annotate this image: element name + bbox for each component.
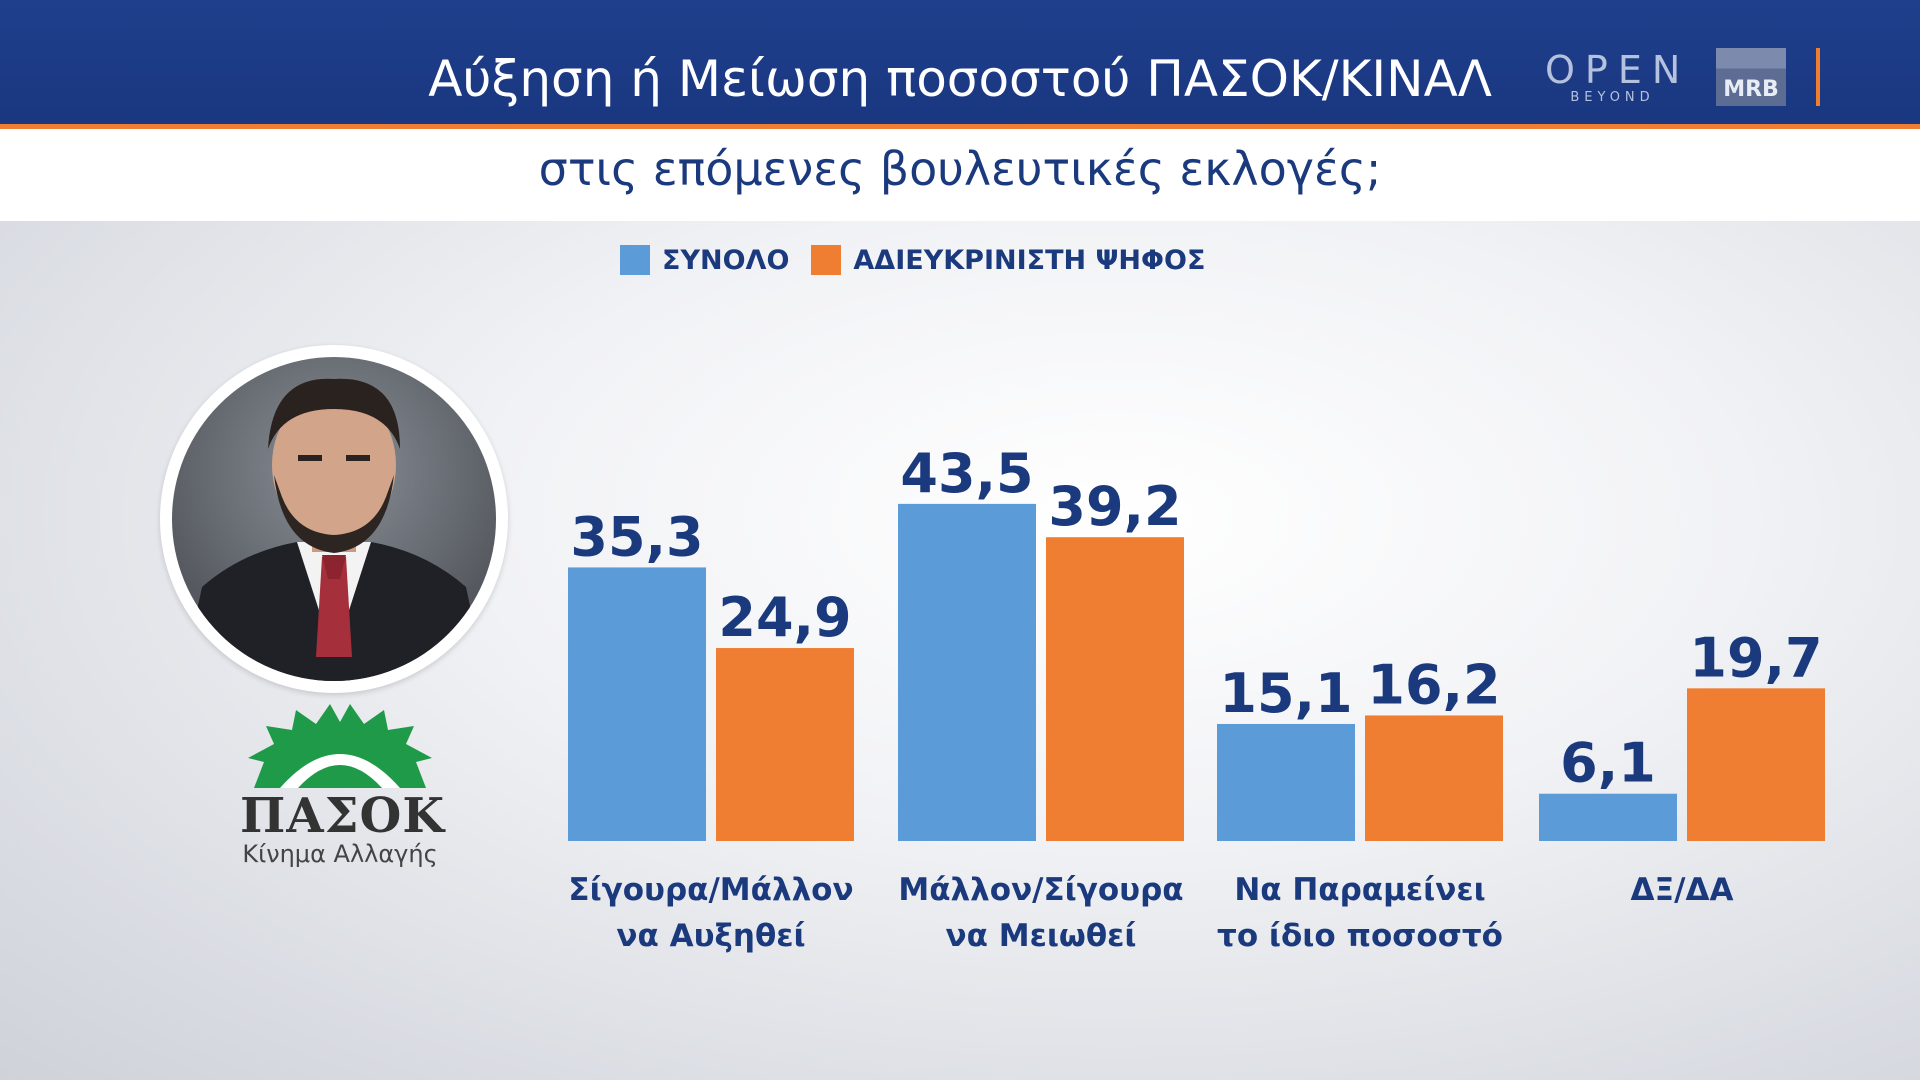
category-label-increase-1: Σίγουρα/Μάλλον: [568, 872, 853, 908]
header-bar: [0, 0, 1920, 124]
value-label-undecided-dk-na: 19,7: [1689, 626, 1822, 689]
value-label-total-same: 15,1: [1219, 662, 1352, 725]
bar-total-same: [1217, 723, 1355, 841]
category-label-decrease-2: να Μειωθεί: [946, 918, 1137, 954]
legend-label-undecided: ΑΔΙΕΥΚΡΙΝΙΣΤΗ ΨΗΦΟΣ: [853, 244, 1206, 276]
bar-undecided-increase: [716, 648, 854, 841]
subtitle-band: [0, 129, 1920, 221]
pasok-tagline: Κίνημα Αλλαγής: [242, 840, 438, 868]
bar-undecided-dk-na: [1687, 688, 1825, 841]
beyond-logo-text: BEYOND: [1570, 90, 1655, 105]
pasok-logo: ΠΑΣΟΚ Κίνημα Αλλαγής: [240, 700, 446, 870]
header-accent-line: [0, 124, 1920, 129]
bar-total-increase: [568, 567, 706, 841]
category-label-same-2: το ίδιο ποσοστό: [1217, 918, 1503, 954]
category-label-dk-na-1: ΔΞ/ΔΑ: [1631, 872, 1734, 908]
chart-legend: ΣΥΝΟΛΟ ΑΔΙΕΥΚΡΙΝΙΣΤΗ ΨΗΦΟΣ: [620, 243, 1227, 277]
open-beyond-logo: OPEN BEYOND: [1545, 50, 1680, 110]
person-photo-icon: [182, 378, 486, 681]
brand-accent-bar: [1816, 48, 1820, 106]
pasok-name: ΠΑΣΟΚ: [240, 788, 446, 844]
value-label-total-increase: 35,3: [570, 505, 703, 568]
value-label-total-decrease: 43,5: [900, 442, 1033, 505]
bar-undecided-same: [1365, 715, 1503, 841]
page-title: Αύξηση ή Μείωση ποσοστού ΠΑΣΟΚ/ΚΙΝΑΛ: [428, 50, 1492, 108]
open-logo-text: OPEN: [1545, 48, 1691, 92]
legend-swatch-undecided: [811, 245, 842, 275]
person-photo: [160, 345, 508, 693]
value-label-undecided-increase: 24,9: [718, 586, 851, 649]
pasok-sun-logo-icon: [248, 704, 432, 788]
bar-undecided-decrease: [1046, 537, 1184, 841]
value-label-total-dk-na: 6,1: [1560, 732, 1656, 795]
mrb-logo: MRB: [1716, 48, 1786, 106]
bar-total-decrease: [898, 503, 1036, 841]
bar-total-dk-na: [1539, 793, 1677, 841]
category-label-decrease-1: Μάλλον/Σίγουρα: [898, 872, 1183, 908]
mrb-logo-text: MRB: [1723, 77, 1779, 102]
person-photo-image: [172, 357, 496, 681]
category-label-same-1: Να Παραμείνει: [1234, 872, 1485, 908]
bar-group-dk-na: 6,1 19,7 ΔΞ/ΔΑ: [1539, 626, 1825, 908]
legend-item-undecided: ΑΔΙΕΥΚΡΙΝΙΣΤΗ ΨΗΦΟΣ: [811, 245, 1205, 276]
legend-label-total: ΣΥΝΟΛΟ: [662, 244, 790, 276]
value-label-undecided-decrease: 39,2: [1048, 475, 1181, 538]
legend-swatch-total: [620, 245, 650, 275]
bar-group-same: 15,1 16,2 Να Παραμείνει το ίδιο ποσοστό: [1217, 653, 1503, 954]
bar-group-decrease: 43,539,2 Μάλλον/Σίγουρα να Μειωθεί: [898, 442, 1184, 954]
category-label-increase-2: να Αυξηθεί: [616, 918, 805, 954]
bar-group-increase: 35,324,9 Σίγουρα/Μάλλον να Αυξηθεί: [568, 505, 854, 954]
page-subtitle: στις επόμενες βουλευτικές εκλογές;: [538, 142, 1382, 196]
legend-item-total: ΣΥΝΟΛΟ: [620, 245, 789, 276]
value-label-undecided-same: 16,2: [1367, 653, 1500, 716]
